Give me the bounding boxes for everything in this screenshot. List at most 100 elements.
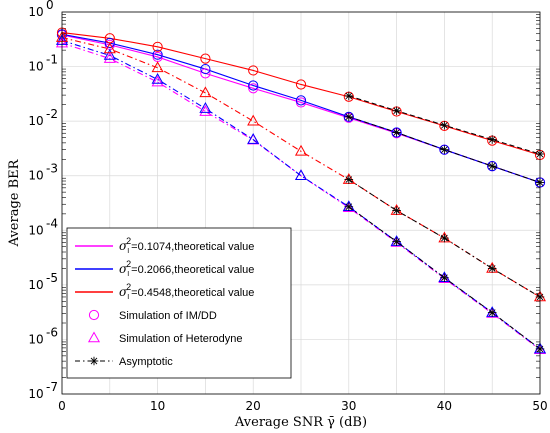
y-tick-exponent: -1 [46,53,58,67]
y-tick-label: 10 [28,387,43,401]
y-tick-exponent: -4 [46,216,58,230]
legend-item: σI2=0.4548,theoretical value [75,282,254,301]
asterisk-stroke [441,274,448,282]
y-tick-label: 10 [28,223,43,237]
data-point-circle [439,144,450,155]
legend-item: Asymptotic [75,356,173,368]
x-axis-label: Average SNR γ̄ (dB) [234,415,367,430]
x-tick-label: 30 [341,399,356,413]
asterisk-stroke [488,162,496,170]
data-point-triangle [294,144,308,156]
data-point-asterisk [392,106,401,116]
data-point-triangle [103,48,116,60]
legend-label: σI2=0.1074,theoretical value [119,236,254,255]
asterisk-stroke [488,136,496,143]
data-point-asterisk [344,91,354,101]
y-axis-label: Average BER [7,158,22,247]
data-point-triangle [199,86,212,98]
data-point-triangle [151,75,164,87]
data-point-triangle [199,102,212,113]
series-line [61,37,541,298]
data-point-circle [248,65,259,76]
legend-item: Simulation of IM/DD [88,309,217,322]
data-point-circle [295,95,307,106]
data-point-triangle [87,331,101,343]
asymptotic-line [348,179,541,298]
series-line [61,40,541,350]
data-point-circle [295,79,307,90]
data-point-asterisk [487,161,497,171]
asterisk-stroke [345,92,353,100]
asterisk-stroke [393,207,400,214]
y-tick-exponent: -7 [46,380,58,394]
data-point-triangle [103,52,116,63]
x-tick-label: 0 [58,399,66,413]
data-point-asterisk [89,356,99,366]
data-point-circle [200,68,211,79]
legend-item: Simulation of Heterodyne [87,331,243,345]
series-layer [61,32,541,351]
data-point-asterisk [487,264,497,273]
y-tick-label: 10 [28,332,43,346]
y-tick-exponent: -2 [46,107,58,121]
data-point-circle [104,37,115,49]
data-point-triangle [151,61,164,73]
legend-label: Simulation of IM/DD [119,310,217,322]
data-point-asterisk [344,175,354,184]
asterisk-stroke [393,238,400,245]
asterisk-stroke [488,309,496,316]
data-point-asterisk [344,202,354,212]
data-point-asterisk [440,233,449,243]
legend-item: σI2=0.2066,theoretical value [75,259,254,278]
data-point-triangle [151,72,164,84]
asterisk-stroke [345,176,353,183]
data-point-triangle [294,169,308,181]
series-line [61,42,541,351]
data-point-asterisk [440,145,449,154]
data-point-triangle [199,105,212,116]
x-tick-label: 50 [532,399,547,413]
data-point-triangle [103,42,116,54]
data-point-circle [248,83,259,94]
legend-label: Simulation of Heterodyne [119,333,243,345]
data-point-asterisk [392,237,401,246]
asterisk-stroke [441,121,448,129]
asterisk-stroke [90,357,98,365]
legend-item: σI2=0.1074,theoretical value [75,236,254,255]
y-tick-label: 10 [28,5,43,19]
x-tick-label: 20 [246,399,261,413]
data-point-circle [152,41,163,52]
plot-frame [61,11,541,395]
series-line [61,33,541,184]
data-point-asterisk [392,206,401,215]
data-point-asterisk [392,128,401,137]
y-tick-exponent: -6 [46,325,58,339]
data-point-circle [343,111,354,122]
legend: σI2=0.1074,theoretical value σI2=0.2066,t… [66,227,292,379]
asterisk-stroke [345,113,353,121]
marker-layer [55,27,547,354]
data-point-circle [200,63,211,75]
y-tick-exponent: -5 [46,271,58,285]
data-point-circle [200,53,211,64]
legend-label: Asymptotic [119,356,173,368]
asterisk-stroke [393,129,400,136]
data-point-asterisk [487,308,497,317]
data-point-asterisk [487,135,497,144]
series-line [61,32,541,156]
x-tick-label: 10 [150,399,165,413]
data-point-circle [487,161,498,172]
asterisk-stroke [393,107,400,115]
y-tick-label: 10 [28,169,43,183]
asymptotic-line [348,206,541,350]
legend-label: σI2=0.4548,theoretical value [119,282,254,301]
y-tick-label: 10 [28,114,43,128]
data-point-triangle [247,114,260,126]
y-tick-label: 10 [28,60,43,74]
data-point-circle [88,309,100,321]
legend-box [66,227,292,379]
asterisk-stroke [488,265,496,272]
y-tick-exponent: 0 [46,0,54,12]
x-tick-label: 40 [437,399,452,413]
